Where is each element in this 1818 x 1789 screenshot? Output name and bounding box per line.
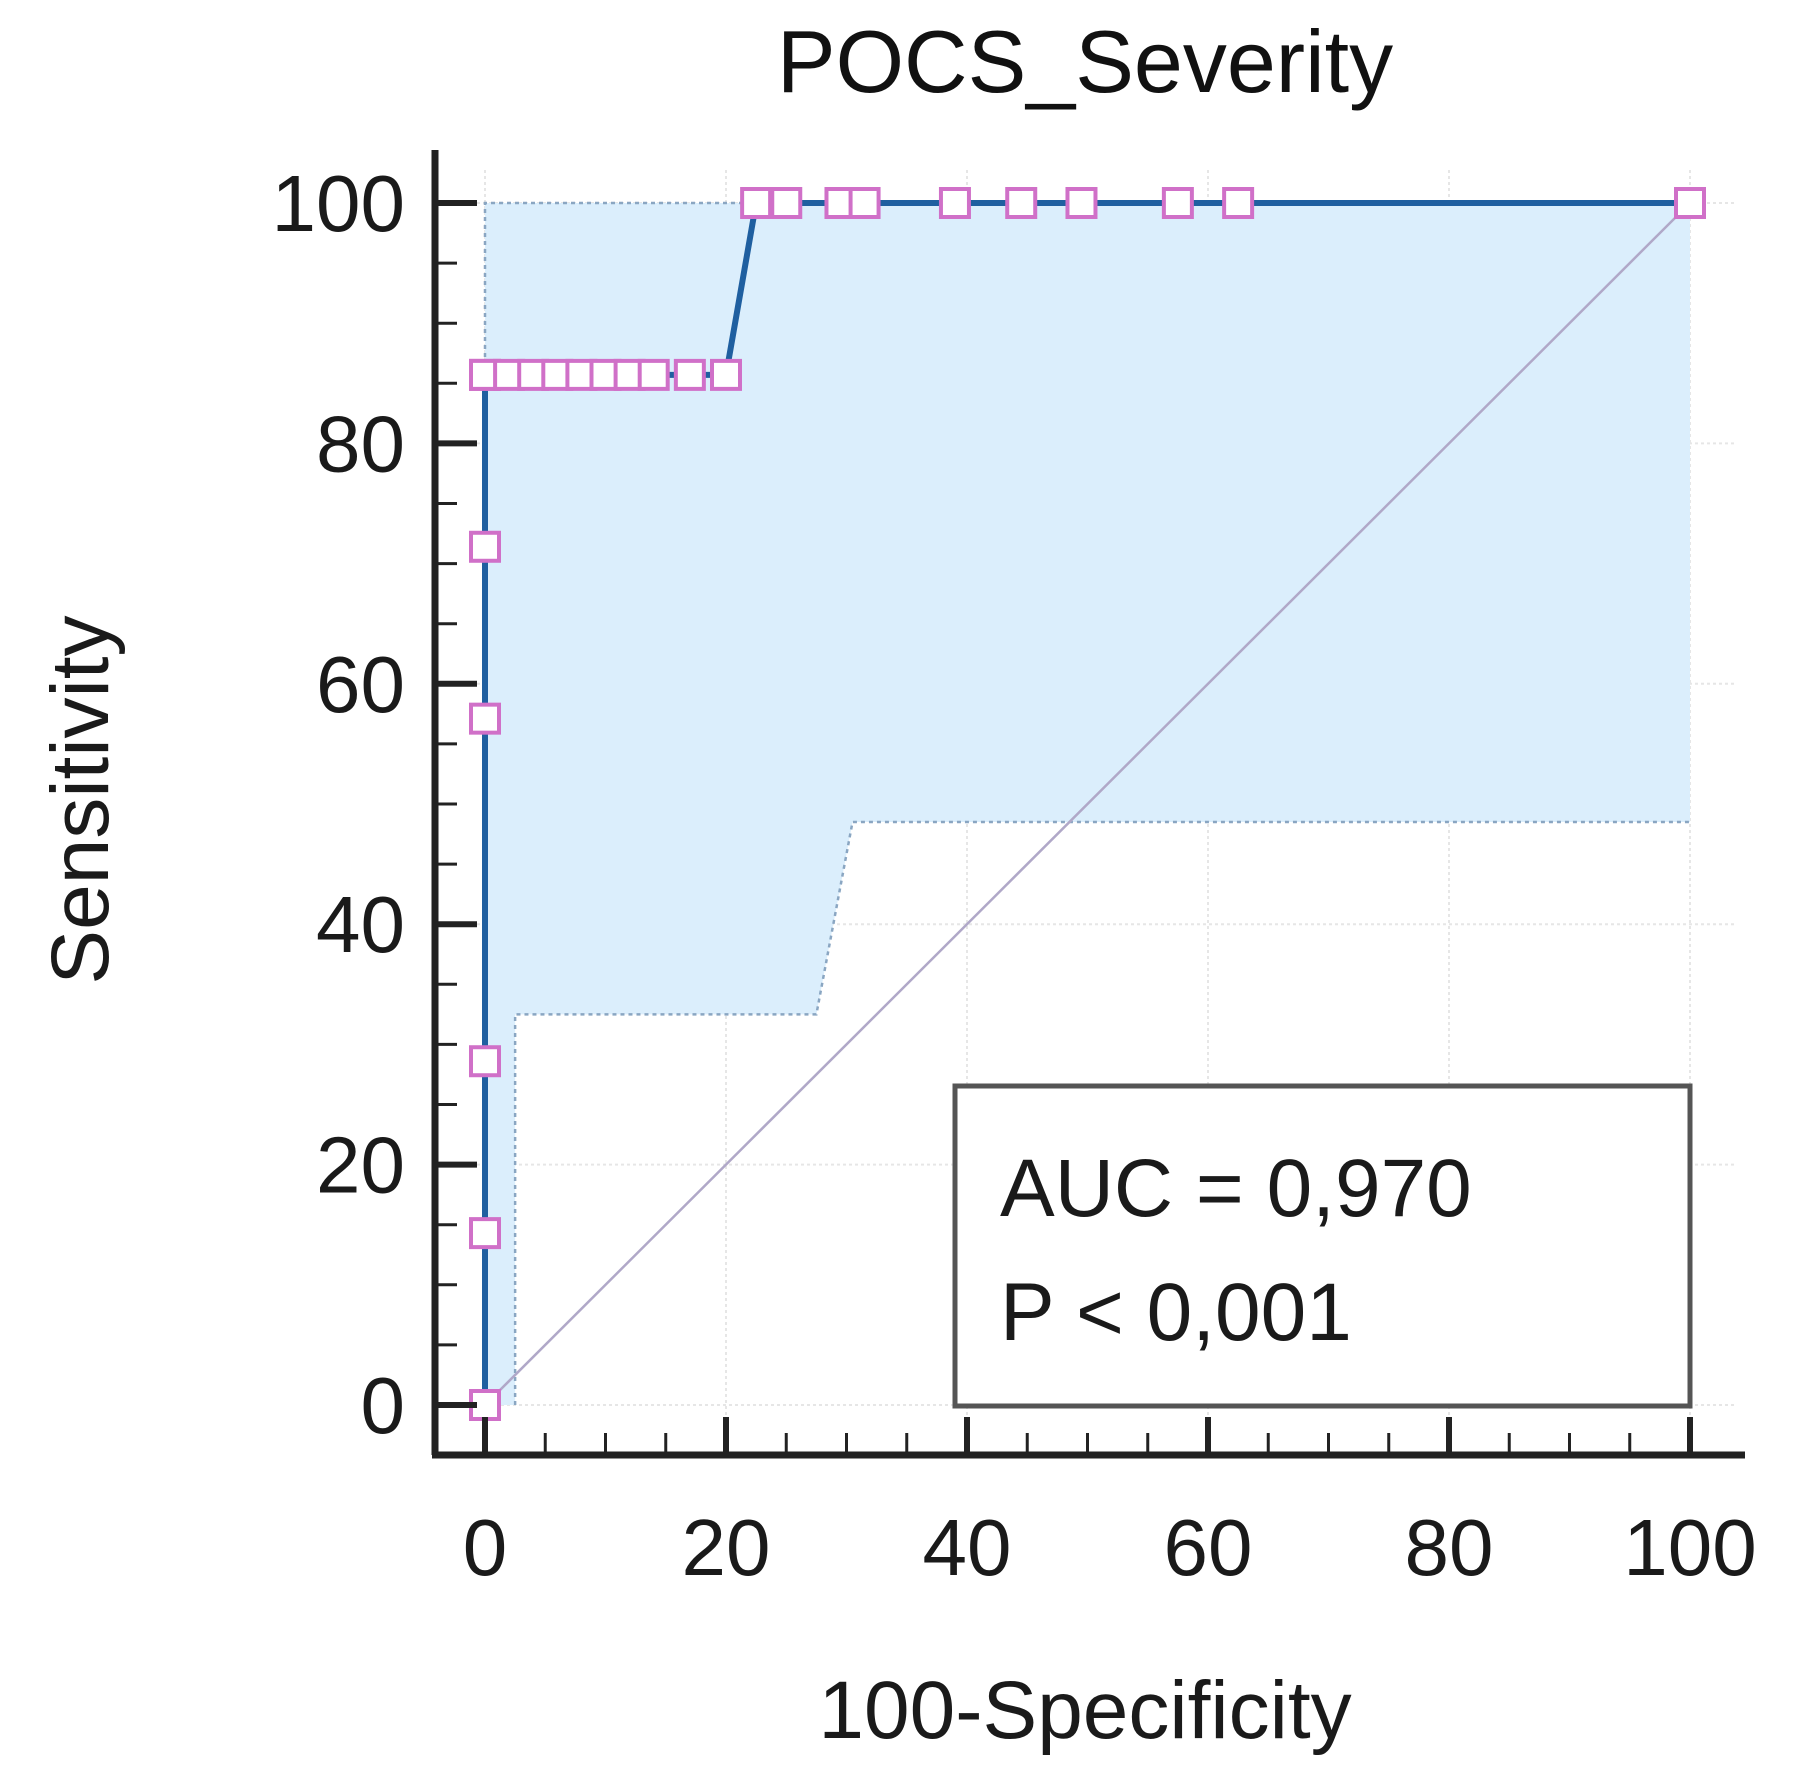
x-tick-label-40: 40 bbox=[923, 1503, 1012, 1592]
x-axis-label: 100-Specificity bbox=[818, 1665, 1351, 1756]
legend-auc: AUC = 0,970 bbox=[1000, 1143, 1472, 1234]
y-tick-label-100: 100 bbox=[272, 159, 405, 248]
y-tick-label-0: 0 bbox=[361, 1361, 406, 1450]
chart-title: POCS_Severity bbox=[777, 12, 1393, 111]
legend-box: AUC = 0,970 P < 0,001 bbox=[952, 1083, 1693, 1409]
roc-point-marker bbox=[1222, 187, 1255, 219]
confidence-band-lower bbox=[513, 820, 1690, 1405]
x-tick-label-0: 0 bbox=[463, 1503, 508, 1592]
roc-point-marker bbox=[848, 187, 881, 219]
x-tick-label-20: 20 bbox=[682, 1503, 771, 1592]
x-tick-label-80: 80 bbox=[1405, 1503, 1494, 1592]
x-tick-label-60: 60 bbox=[1164, 1503, 1253, 1592]
legend-frame bbox=[952, 1083, 1693, 1409]
reference-diagonal bbox=[484, 202, 1691, 1406]
roc-point-marker bbox=[469, 1045, 501, 1078]
roc-point-marker bbox=[938, 187, 971, 219]
roc-point-marker bbox=[1161, 187, 1194, 219]
reference-line bbox=[484, 202, 1691, 1406]
legend-p-value: P < 0,001 bbox=[1000, 1267, 1352, 1358]
roc-point-marker bbox=[740, 187, 773, 219]
y-tick-label-80: 80 bbox=[316, 399, 405, 488]
axes: 0 20 40 60 80 100 0 20 40 60 80 100 bbox=[272, 150, 1757, 1592]
roc-point-marker bbox=[469, 530, 501, 563]
roc-markers bbox=[469, 187, 1706, 1421]
roc-point-marker bbox=[1005, 187, 1038, 219]
roc-point-marker bbox=[1065, 187, 1098, 219]
roc-point-marker bbox=[710, 358, 742, 391]
roc-point-marker bbox=[469, 702, 501, 735]
y-tick-label-40: 40 bbox=[316, 880, 405, 969]
y-tick-label-60: 60 bbox=[316, 640, 405, 729]
y-axis-label: Sensitivity bbox=[35, 615, 126, 984]
y-tick-label-20: 20 bbox=[316, 1121, 405, 1210]
x-tick-label-100: 100 bbox=[1623, 1503, 1756, 1592]
roc-point-marker bbox=[469, 1217, 501, 1250]
roc-point-marker bbox=[770, 187, 803, 219]
roc-point-marker bbox=[673, 358, 706, 391]
roc-point-marker bbox=[637, 358, 670, 391]
roc-point-marker bbox=[1674, 187, 1706, 219]
